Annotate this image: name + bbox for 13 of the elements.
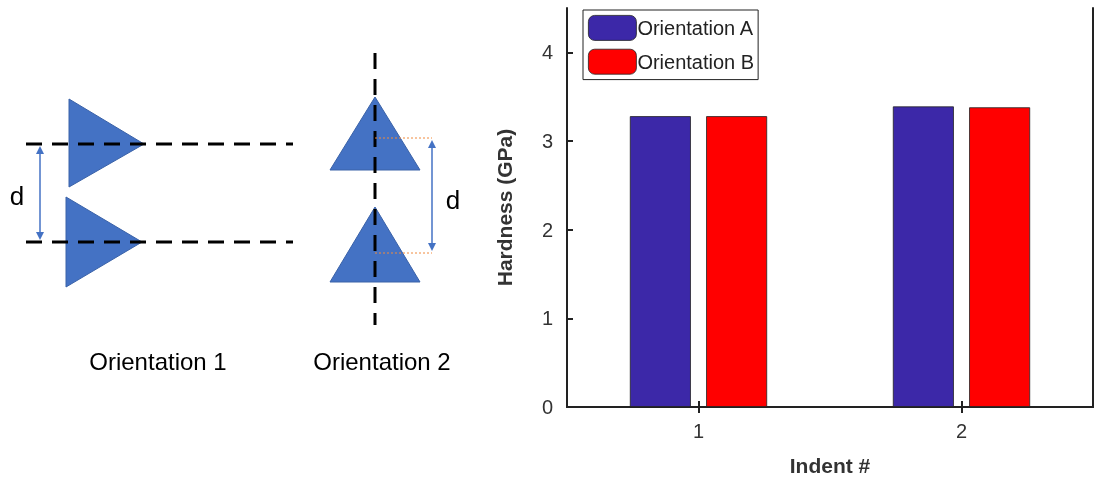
y-tick-label: 3 [541, 130, 553, 152]
y-tick-label: 1 [541, 307, 553, 330]
text: Orientation 2 [313, 348, 451, 375]
x-axis-title: Indent # [789, 454, 871, 477]
y-tick-label: 4 [541, 41, 553, 64]
legend-label: Orientation A [637, 16, 754, 39]
text: Orientation 1 [89, 348, 227, 375]
y-axis-title: Hardness (GPa) [493, 128, 516, 287]
y-tick-label: 2 [541, 218, 553, 241]
text: d [9, 181, 25, 211]
legend-label: Orientation B [637, 50, 755, 73]
text: d [445, 185, 461, 215]
y-tick-label: 0 [541, 396, 553, 418]
